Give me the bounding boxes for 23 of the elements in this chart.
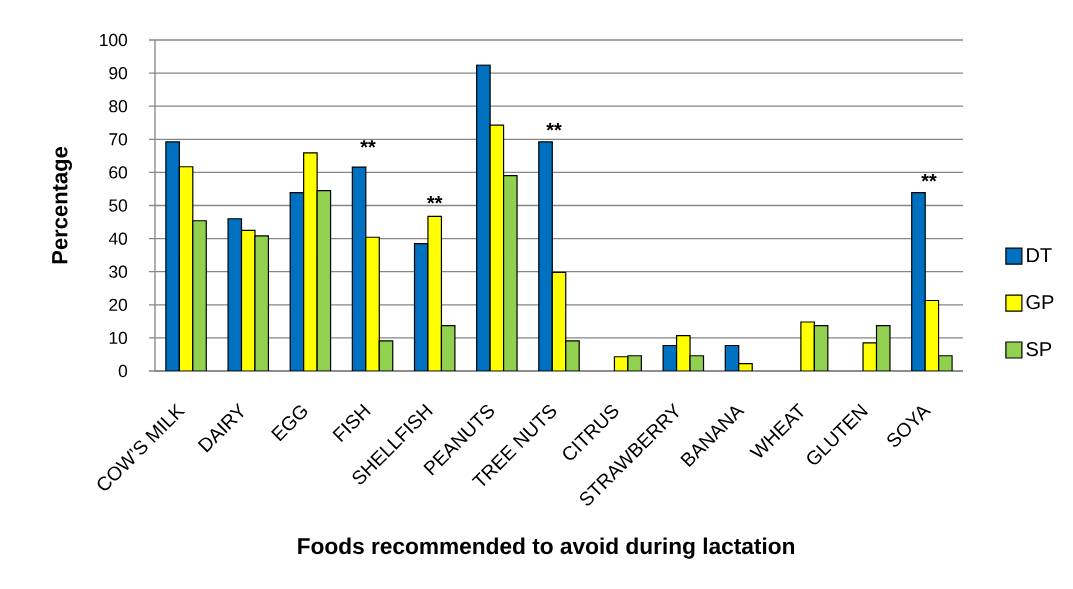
- legend-label: DT: [1027, 248, 1052, 263]
- y-tick-label: 10: [109, 331, 128, 345]
- y-tick-label: 50: [109, 199, 128, 212]
- annotation: **: [360, 140, 376, 148]
- bar: [565, 340, 580, 371]
- bar: [192, 220, 207, 371]
- y-tick-label: 40: [108, 232, 128, 245]
- annotation: **: [921, 174, 937, 182]
- y-tick-label: 70: [109, 133, 128, 146]
- y-tick-label: 90: [109, 66, 128, 80]
- y-tick-label: 100: [100, 33, 128, 47]
- annotation: **: [546, 123, 562, 131]
- bar: [365, 236, 380, 371]
- y-tick-label: 80: [109, 100, 128, 113]
- y-tick-label: 0: [118, 364, 128, 378]
- x-axis-title: Foods recommended to avoid during lactation: [298, 537, 795, 559]
- annotation: **: [426, 196, 443, 204]
- y-tick-label: 60: [109, 166, 128, 179]
- legend-label: GP: [1026, 295, 1054, 310]
- legend-label: SP: [1026, 342, 1052, 357]
- y-tick-label: 30: [109, 265, 128, 278]
- y-axis-title: Percentage: [52, 146, 72, 264]
- y-tick-label: 20: [109, 298, 128, 311]
